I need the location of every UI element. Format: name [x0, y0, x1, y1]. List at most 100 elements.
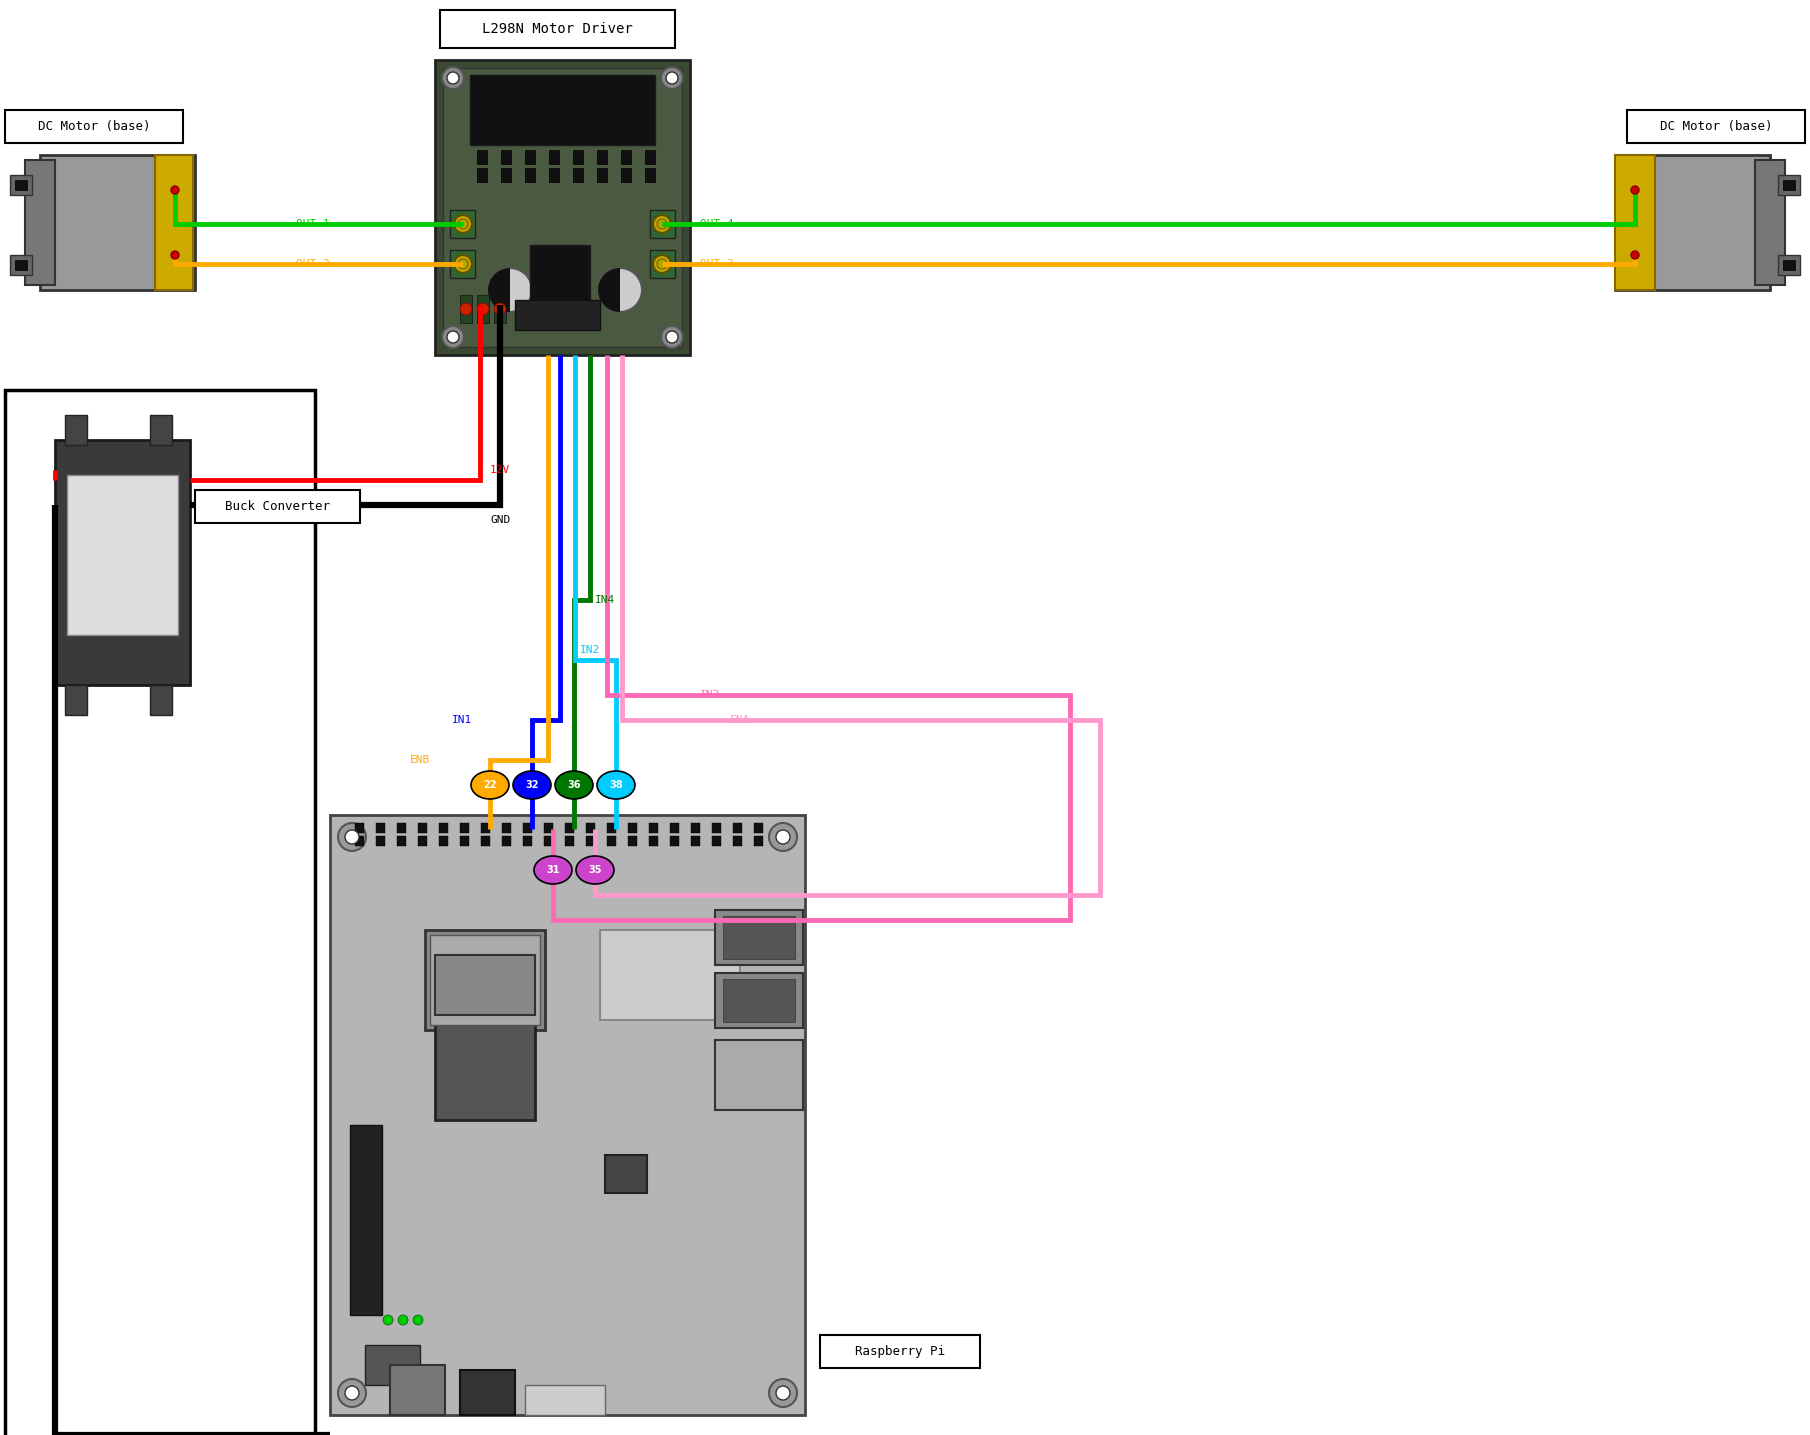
Circle shape — [489, 268, 532, 311]
FancyBboxPatch shape — [545, 837, 554, 847]
Text: DC Motor (base): DC Motor (base) — [38, 121, 150, 133]
Text: L298N Motor Driver: L298N Motor Driver — [481, 22, 634, 36]
Text: Raspberry Pi: Raspberry Pi — [854, 1345, 945, 1358]
FancyBboxPatch shape — [5, 110, 183, 144]
FancyBboxPatch shape — [755, 824, 764, 832]
Circle shape — [398, 1314, 407, 1325]
Text: ENA: ENA — [729, 715, 751, 725]
Ellipse shape — [597, 771, 635, 799]
Ellipse shape — [556, 771, 594, 799]
FancyBboxPatch shape — [548, 151, 559, 164]
FancyBboxPatch shape — [606, 824, 615, 832]
FancyBboxPatch shape — [494, 296, 507, 323]
Circle shape — [458, 220, 469, 230]
FancyBboxPatch shape — [396, 837, 405, 847]
FancyBboxPatch shape — [440, 837, 449, 847]
FancyBboxPatch shape — [597, 151, 606, 164]
FancyBboxPatch shape — [501, 151, 510, 164]
Circle shape — [346, 829, 358, 844]
FancyBboxPatch shape — [54, 441, 190, 684]
Text: DC Motor (base): DC Motor (base) — [1660, 121, 1772, 133]
FancyBboxPatch shape — [460, 296, 472, 323]
Circle shape — [776, 829, 789, 844]
FancyBboxPatch shape — [14, 260, 27, 270]
Text: 22: 22 — [483, 781, 496, 791]
FancyBboxPatch shape — [574, 168, 583, 182]
FancyBboxPatch shape — [525, 1385, 605, 1415]
Circle shape — [458, 258, 469, 268]
FancyBboxPatch shape — [329, 815, 805, 1415]
FancyBboxPatch shape — [460, 824, 469, 832]
Circle shape — [478, 303, 489, 316]
FancyBboxPatch shape — [389, 1365, 445, 1415]
FancyBboxPatch shape — [440, 10, 675, 47]
Circle shape — [346, 1386, 358, 1401]
FancyBboxPatch shape — [460, 837, 469, 847]
FancyBboxPatch shape — [471, 75, 655, 145]
FancyBboxPatch shape — [481, 824, 491, 832]
FancyBboxPatch shape — [1627, 110, 1805, 144]
FancyBboxPatch shape — [644, 151, 655, 164]
FancyBboxPatch shape — [586, 837, 595, 847]
Circle shape — [769, 1379, 796, 1406]
FancyBboxPatch shape — [376, 837, 386, 847]
FancyBboxPatch shape — [670, 824, 679, 832]
FancyBboxPatch shape — [150, 415, 172, 445]
FancyBboxPatch shape — [366, 1345, 420, 1385]
FancyBboxPatch shape — [755, 837, 764, 847]
Text: OUT 3: OUT 3 — [700, 258, 733, 268]
Text: OUT 4: OUT 4 — [700, 220, 733, 230]
Text: 32: 32 — [525, 781, 539, 791]
Circle shape — [776, 1386, 789, 1401]
Circle shape — [653, 215, 672, 232]
Circle shape — [657, 220, 668, 230]
FancyBboxPatch shape — [820, 1335, 979, 1368]
FancyBboxPatch shape — [565, 824, 574, 832]
FancyBboxPatch shape — [478, 168, 487, 182]
Circle shape — [454, 255, 472, 273]
FancyBboxPatch shape — [1777, 255, 1799, 276]
FancyBboxPatch shape — [545, 824, 554, 832]
FancyBboxPatch shape — [606, 837, 615, 847]
FancyBboxPatch shape — [349, 1125, 382, 1314]
FancyBboxPatch shape — [65, 415, 87, 445]
FancyBboxPatch shape — [1783, 260, 1796, 270]
FancyBboxPatch shape — [650, 837, 659, 847]
FancyBboxPatch shape — [530, 245, 590, 300]
FancyBboxPatch shape — [11, 175, 33, 195]
Circle shape — [338, 1379, 366, 1406]
FancyBboxPatch shape — [597, 168, 606, 182]
FancyBboxPatch shape — [501, 824, 510, 832]
Circle shape — [460, 303, 472, 316]
Text: OUT 1: OUT 1 — [297, 220, 329, 230]
Circle shape — [384, 1314, 393, 1325]
Text: 12V: 12V — [491, 465, 510, 475]
FancyBboxPatch shape — [478, 151, 487, 164]
FancyBboxPatch shape — [25, 159, 54, 286]
FancyBboxPatch shape — [418, 824, 427, 832]
FancyBboxPatch shape — [722, 916, 795, 959]
Text: 36: 36 — [567, 781, 581, 791]
Circle shape — [653, 255, 672, 273]
Circle shape — [447, 331, 460, 343]
FancyBboxPatch shape — [434, 956, 536, 1015]
Text: 38: 38 — [610, 781, 623, 791]
FancyBboxPatch shape — [722, 979, 795, 1022]
FancyBboxPatch shape — [478, 296, 489, 323]
FancyBboxPatch shape — [1756, 159, 1785, 286]
FancyBboxPatch shape — [67, 475, 177, 636]
FancyBboxPatch shape — [628, 824, 637, 832]
FancyBboxPatch shape — [644, 168, 655, 182]
Text: IN4: IN4 — [595, 596, 615, 606]
Circle shape — [413, 1314, 424, 1325]
FancyBboxPatch shape — [621, 151, 632, 164]
Wedge shape — [489, 268, 510, 311]
FancyBboxPatch shape — [733, 837, 742, 847]
FancyBboxPatch shape — [355, 824, 364, 832]
Circle shape — [338, 824, 366, 851]
Circle shape — [494, 303, 507, 316]
Circle shape — [1631, 187, 1640, 194]
Circle shape — [442, 326, 463, 349]
FancyBboxPatch shape — [451, 250, 474, 278]
FancyBboxPatch shape — [628, 837, 637, 847]
